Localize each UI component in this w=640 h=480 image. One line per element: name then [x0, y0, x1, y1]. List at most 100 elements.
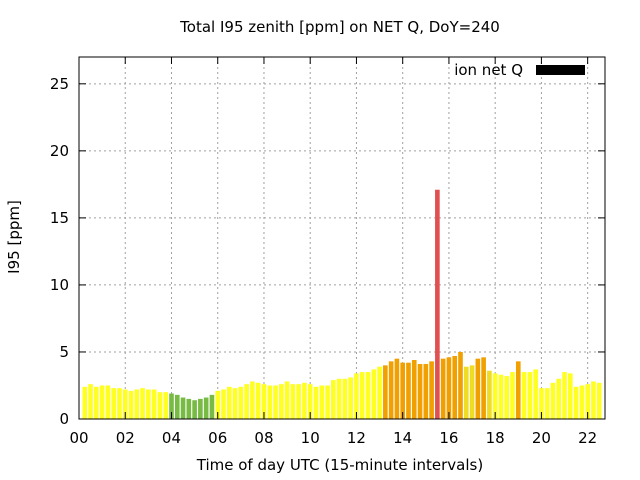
bar — [371, 369, 377, 419]
bar — [417, 364, 423, 419]
bar — [336, 378, 342, 419]
bar — [134, 389, 140, 419]
x-tick-label: 14 — [393, 429, 412, 447]
bar — [99, 385, 105, 419]
x-tick-label: 20 — [532, 429, 551, 447]
bar — [481, 357, 486, 419]
bar — [261, 384, 267, 419]
bar — [244, 384, 249, 419]
bar — [157, 392, 163, 419]
bar — [510, 372, 515, 419]
bar — [221, 389, 226, 419]
x-tick-label: 18 — [486, 429, 505, 447]
bar — [383, 365, 388, 419]
bar — [151, 389, 157, 419]
bar — [255, 382, 261, 419]
bar — [544, 388, 550, 419]
x-tick-label: 04 — [162, 429, 181, 447]
bar — [562, 372, 567, 419]
x-tick-label: 12 — [347, 429, 366, 447]
bar — [498, 374, 504, 419]
x-tick-label: 22 — [578, 429, 597, 447]
bar — [487, 370, 492, 419]
bar — [521, 372, 527, 419]
bar — [111, 388, 116, 419]
bar — [579, 385, 585, 419]
bar — [354, 373, 359, 419]
y-tick-label: 5 — [59, 343, 69, 361]
y-tick-label: 25 — [50, 75, 69, 93]
bar — [88, 384, 93, 419]
bar — [302, 382, 307, 419]
bar — [423, 364, 429, 419]
bar — [394, 358, 400, 419]
bar — [203, 397, 209, 419]
axis-ticks: 0 5 10 15 20 25 00 02 04 06 08 10 12 14 16 18 20 22 — [50, 57, 605, 447]
bar-series — [82, 189, 602, 419]
y-tick-label: 15 — [50, 209, 69, 227]
bar — [550, 382, 556, 419]
bar — [463, 366, 469, 419]
x-tick-label: 06 — [208, 429, 227, 447]
bar — [174, 394, 180, 419]
bar — [406, 362, 411, 419]
bar — [163, 392, 169, 419]
bar — [198, 398, 203, 419]
bar — [128, 390, 134, 419]
bar — [475, 358, 481, 419]
bar — [348, 377, 353, 419]
bar — [388, 361, 394, 419]
bar — [122, 389, 128, 419]
y-tick-label: 0 — [59, 410, 69, 428]
bar — [290, 384, 296, 419]
bar — [146, 389, 151, 419]
x-axis-label: Time of day UTC (15-minute intervals) — [196, 456, 483, 474]
bar — [284, 381, 290, 419]
bar — [319, 385, 325, 419]
bar — [313, 386, 319, 419]
bar — [556, 378, 562, 419]
x-tick-label: 00 — [69, 429, 88, 447]
bar — [180, 397, 186, 419]
bar — [365, 372, 371, 419]
bar — [596, 382, 602, 419]
bar — [238, 386, 244, 419]
bar — [307, 384, 313, 419]
bar — [105, 385, 111, 419]
bar — [429, 361, 434, 419]
x-tick-label: 16 — [439, 429, 458, 447]
legend: ion net Q — [454, 61, 585, 79]
bar — [573, 386, 579, 419]
bar — [515, 361, 521, 419]
bar — [446, 357, 452, 419]
bar — [458, 351, 463, 419]
y-axis-label: I95 [ppm] — [5, 200, 23, 274]
bar — [140, 388, 145, 419]
bar — [331, 380, 336, 419]
bar — [469, 365, 475, 419]
chart-title: Total I95 zenith [ppm] on NET Q, DoY=240 — [179, 18, 500, 36]
bar — [278, 384, 284, 419]
bar — [192, 400, 197, 419]
bar — [568, 373, 573, 419]
x-tick-label: 08 — [254, 429, 273, 447]
bar — [296, 384, 301, 419]
bar — [440, 358, 446, 419]
bar — [539, 388, 544, 419]
bar — [117, 388, 122, 419]
y-tick-label: 10 — [50, 276, 69, 294]
bar — [411, 360, 417, 419]
bar — [226, 386, 232, 419]
bar — [342, 378, 348, 419]
legend-label: ion net Q — [454, 61, 523, 79]
bar — [186, 398, 192, 419]
legend-swatch — [536, 65, 585, 75]
bar — [273, 385, 278, 419]
bar — [585, 384, 590, 419]
bar — [435, 189, 440, 419]
bar — [504, 376, 510, 419]
bar — [250, 381, 255, 419]
bar — [325, 385, 330, 419]
bar — [400, 362, 406, 419]
